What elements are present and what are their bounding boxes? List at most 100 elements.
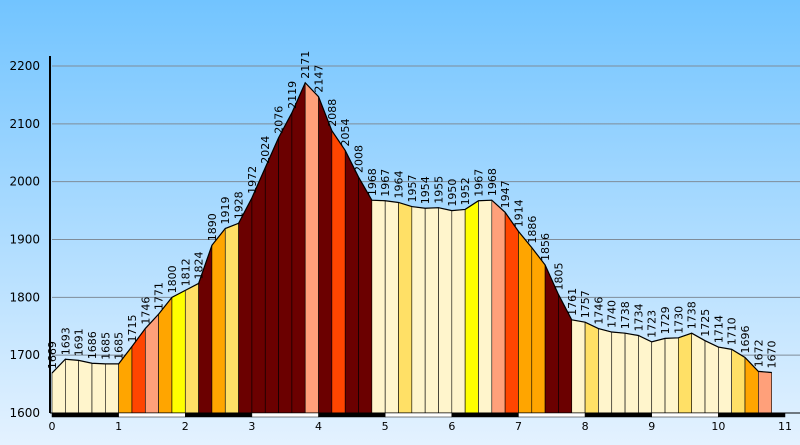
elevation-segment <box>251 167 266 414</box>
elevation-segment <box>105 363 119 414</box>
elevation-segment <box>78 359 93 414</box>
elevation-label: 1670 <box>766 341 779 369</box>
elevation-label: 1723 <box>646 310 659 338</box>
elevation-segment <box>411 206 426 414</box>
elevation-label: 1856 <box>539 233 552 261</box>
elevation-segment <box>504 211 519 414</box>
y-tick-label: 2200 <box>9 59 40 73</box>
x-tick-label: 9 <box>648 420 655 433</box>
elevation-label: 1955 <box>432 176 445 204</box>
elevation-segment <box>184 282 199 414</box>
km-band-segment <box>384 412 453 418</box>
elevation-segment <box>651 338 666 414</box>
km-band-segment <box>51 412 119 418</box>
elevation-segment <box>224 222 239 414</box>
elevation-label: 1947 <box>499 180 512 208</box>
elevation-segment <box>331 129 346 414</box>
elevation-segment <box>731 348 746 414</box>
x-tick-label: 3 <box>248 420 255 433</box>
elevation-data-labels: 1669 1693 1691 1686 1685 16851715174617711800… <box>46 51 779 369</box>
x-tick-label: 1 <box>115 420 122 433</box>
elevation-segment <box>91 362 106 414</box>
elevation-segment <box>158 296 173 414</box>
elevation-label: 1952 <box>459 177 472 205</box>
elevation-segment <box>211 227 226 414</box>
elevation-label: 2088 <box>326 99 339 127</box>
x-tick-label: 10 <box>711 420 725 433</box>
elevation-label: 1950 <box>446 179 459 207</box>
elevation-segment <box>571 319 586 414</box>
y-tick-label: 2000 <box>9 175 40 189</box>
elevation-label: 1914 <box>512 199 525 227</box>
elevation-label: 1757 <box>579 290 592 318</box>
x-axis-tick-labels: 0 1 2 3 4 5 6 7 8 9 10 11 <box>49 420 793 433</box>
elevation-label: 1954 <box>419 176 432 204</box>
elevation-segment <box>758 371 772 414</box>
elevation-label: 1685 <box>99 332 112 360</box>
elevation-segment <box>398 202 413 414</box>
y-tick-label: 1900 <box>9 233 40 247</box>
km-band-segment <box>318 412 386 418</box>
x-tick-label: 8 <box>582 420 589 433</box>
elevation-label: 1968 <box>366 168 379 196</box>
y-tick-label: 1600 <box>9 406 40 420</box>
elevation-label: 1824 <box>193 251 206 279</box>
x-tick-label: 6 <box>448 420 455 433</box>
elevation-segment <box>691 332 706 414</box>
elevation-label: 1967 <box>379 169 392 197</box>
km-band-segment <box>584 412 652 418</box>
y-tick-label: 1800 <box>9 290 40 304</box>
elevation-label: 1672 <box>752 339 765 367</box>
elevation-segment <box>65 358 79 414</box>
elevation-segment <box>678 332 693 414</box>
elevation-segment <box>358 175 373 414</box>
x-tick-label: 11 <box>778 420 792 433</box>
elevation-segment <box>491 199 506 414</box>
elevation-segment <box>518 230 533 414</box>
km-band <box>51 412 786 418</box>
elevation-label: 1738 <box>686 301 699 329</box>
elevation-label: 2076 <box>273 106 286 134</box>
elevation-segment <box>531 246 546 414</box>
elevation-label: 2119 <box>286 81 299 109</box>
km-band-segment <box>118 412 186 418</box>
elevation-label: 2054 <box>339 118 352 146</box>
elevation-label: 2171 <box>299 51 312 79</box>
elevation-segment <box>424 207 439 414</box>
elevation-label: 1805 <box>552 262 565 290</box>
elevation-label: 2024 <box>259 136 272 164</box>
elevation-segment <box>171 289 186 414</box>
x-tick-label: 0 <box>49 420 56 433</box>
elevation-segment <box>344 150 359 414</box>
elevation-label: 1738 <box>619 301 632 329</box>
elevation-segment <box>238 197 253 414</box>
elevation-segment <box>371 199 386 414</box>
elevation-segment <box>278 112 293 414</box>
elevation-label: 1886 <box>526 216 539 244</box>
km-band-segment <box>251 412 319 418</box>
elevation-label: 1693 <box>59 327 72 355</box>
elevation-label: 1696 <box>739 325 752 353</box>
elevation-segment <box>304 82 319 414</box>
elevation-segment <box>718 346 732 414</box>
elevation-label: 1972 <box>246 166 259 194</box>
elevation-segment <box>664 337 679 414</box>
elevation-segment <box>438 207 453 414</box>
elevation-label: 1730 <box>672 306 685 334</box>
elevation-label: 2147 <box>313 65 326 93</box>
elevation-segment <box>638 335 653 414</box>
km-band-segment <box>518 412 586 418</box>
elevation-segment <box>384 200 399 414</box>
km-band-segment <box>718 412 786 418</box>
elevation-label: 1800 <box>166 265 179 293</box>
elevation-label: 1967 <box>472 169 485 197</box>
elevation-segment <box>624 332 639 414</box>
x-tick-label: 4 <box>315 420 322 433</box>
elevation-label: 1669 <box>46 341 59 369</box>
elevation-segment <box>478 199 493 414</box>
elevation-label: 1691 <box>73 328 86 356</box>
elevation-label: 1740 <box>606 300 619 328</box>
elevation-label: 1964 <box>393 170 406 198</box>
elevation-segment <box>451 209 466 414</box>
